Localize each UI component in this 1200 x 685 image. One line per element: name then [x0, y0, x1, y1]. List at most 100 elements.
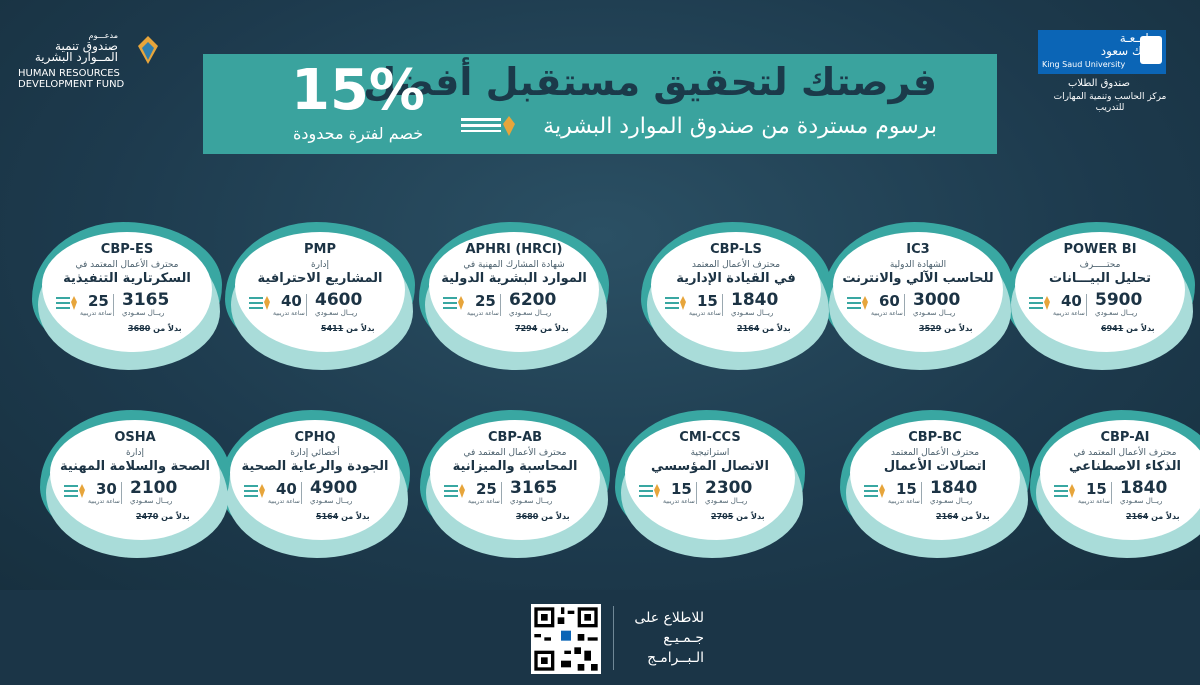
original-price: بدلاً من 3680: [128, 324, 182, 333]
card-body: [230, 420, 400, 540]
course-card[interactable]: CBP-AI محترف الأعمال المعتمد في الذكاء الا…: [1030, 410, 1200, 558]
card-divider: [306, 294, 307, 316]
course-hours-unit: ساعة تدريبية: [468, 498, 500, 505]
course-desc-small: محترف الأعمال المعتمد: [890, 448, 980, 458]
qr-code-icon[interactable]: [531, 604, 601, 674]
original-price: بدلاً من 2705: [711, 512, 765, 521]
card-body: [430, 420, 600, 540]
hrdf-ar-line2: المــوارد البشرية: [34, 50, 118, 64]
original-price-label: بدلاً من: [762, 324, 791, 333]
course-currency: ريــال سعـودي: [913, 309, 956, 317]
course-price: 6200: [509, 290, 557, 310]
card-divider: [722, 294, 723, 316]
course-hours-unit: ساعة تدريبية: [273, 310, 305, 317]
course-hours-unit: ساعة تدريبية: [88, 498, 120, 505]
course-price: 4900: [310, 478, 358, 498]
course-desc-title: الموارد البشرية الدولية: [441, 271, 587, 286]
ksu-emblem-icon: [1140, 36, 1162, 64]
hrdf-supported: مدعـــوم: [88, 31, 118, 40]
course-desc-title: الذكاء الاصطناعي: [1068, 459, 1182, 474]
hrdf-ar-line1: صندوق تنمية: [55, 39, 118, 53]
hrdf-logo: مدعـــوم صندوق تنمية المــوارد البشرية H…: [18, 30, 158, 90]
course-hours: 15: [896, 480, 917, 498]
course-code: CBP-AB: [487, 430, 543, 445]
course-currency: ريــال سعـودي: [509, 309, 552, 317]
course-card[interactable]: PMP إدارة المشاريع الاحترافية 4600 ريــال سع…: [225, 222, 415, 370]
original-price-label: بدلاً من: [944, 324, 973, 333]
course-card[interactable]: IC3 الشهادة الدولية للحاسب الآلي والانترنت…: [823, 222, 1013, 370]
card-body: [833, 232, 1003, 352]
hrdf-mini-logo-icon: [444, 484, 465, 498]
course-hours: 40: [281, 292, 302, 310]
original-price: بدلاً من 7294: [515, 324, 569, 333]
original-price-value: 2164: [737, 324, 760, 333]
original-price-value: 2470: [136, 512, 159, 521]
hrdf-mini-logo-icon: [443, 296, 464, 310]
hrdf-mini-logo-icon: [249, 296, 270, 310]
hrdf-mini-logo-icon: [1029, 296, 1050, 310]
course-desc-small: استراتيجية: [690, 448, 730, 458]
footer-line2: جـمـيـع: [663, 630, 704, 646]
course-hours: 25: [476, 480, 497, 498]
original-price: بدلاً من 6941: [1101, 324, 1155, 333]
hrdf-mini-logo-icon: [64, 484, 85, 498]
course-card[interactable]: CBP-LS محترف الأعمال المعتمد في القيادة ال…: [641, 222, 831, 370]
banner-subtitle: برسوم مستردة من صندوق الموارد البشرية: [543, 114, 937, 139]
hrdf-emblem-icon: [138, 36, 158, 64]
ksu-english-name: King Saud University: [1042, 60, 1126, 69]
course-card[interactable]: OSHA إدارة الصحة والسلامة المهنية 2100 ريــا…: [40, 410, 230, 558]
promo-banner: فرصتك لتحقيق مستقبل أفضل برسوم مستردة من…: [203, 54, 997, 154]
original-price-label: بدلاً من: [540, 324, 569, 333]
hrdf-mini-logo-icon: [864, 484, 885, 498]
course-desc-title: الصحة والسلامة المهنية: [59, 459, 211, 474]
card-divider: [696, 482, 697, 504]
original-price-value: 5164: [316, 512, 339, 521]
course-desc-title: في القيادة الإدارية: [676, 271, 796, 286]
card-body: [235, 232, 405, 352]
course-hours: 15: [671, 480, 692, 498]
course-price: 3165: [510, 478, 558, 498]
course-card[interactable]: POWER BI محتـــــرف تحليل البيـــانات 5900 ر…: [1005, 222, 1195, 370]
card-body: [50, 420, 220, 540]
course-desc-small: شهادة المشارك المهنية في: [463, 260, 565, 270]
course-hours-unit: ساعة تدريبية: [888, 498, 920, 505]
ksu-logo-box: جـامـعـة الملك سعود King Saud University: [1038, 30, 1166, 74]
course-code: CMI-CCS: [679, 430, 741, 445]
course-currency: ريــال سعـودي: [930, 497, 973, 505]
course-code: APHRI (HRCI): [465, 242, 563, 257]
course-hours: 30: [96, 480, 117, 498]
course-currency: ريــال سعـودي: [510, 497, 553, 505]
course-price: 1840: [731, 290, 779, 310]
card-divider: [301, 482, 302, 504]
course-card[interactable]: CBP-AB محترف الأعمال المعتمد في المحاسبة و…: [420, 410, 610, 558]
discount-percent: 15%: [291, 58, 426, 123]
hrdf-mini-logo-icon: [665, 296, 686, 310]
course-hours-unit: ساعة تدريبية: [1078, 498, 1110, 505]
course-hours-unit: ساعة تدريبية: [268, 498, 300, 505]
hrdf-mini-logo-icon: [639, 484, 660, 498]
hrdf-arabic-name: مدعـــوم صندوق تنمية المــوارد البشرية: [35, 30, 118, 63]
course-code: CPHQ: [294, 430, 336, 445]
course-card[interactable]: CPHQ أخصائي إدارة الجودة والرعاية الصحية 49…: [220, 410, 410, 558]
course-hours-unit: ساعة تدريبية: [871, 310, 903, 317]
original-price-label: بدلاً من: [341, 512, 370, 521]
course-currency: ريــال سعـودي: [310, 497, 353, 505]
course-desc-small: إدارة: [310, 260, 330, 270]
original-price-label: بدلاً من: [961, 512, 990, 521]
course-card[interactable]: APHRI (HRCI) شهادة المشارك المهنية في المو…: [419, 222, 609, 370]
course-price: 1840: [1120, 478, 1168, 498]
course-card[interactable]: CBP-ES محترف الأعمال المعتمد في السكرتارية…: [32, 222, 222, 370]
card-divider: [921, 482, 922, 504]
course-card[interactable]: CBP-BC محترف الأعمال المعتمد اتصالات الأعم…: [840, 410, 1030, 558]
course-desc-title: اتصالات الأعمال: [883, 459, 987, 474]
original-price-label: بدلاً من: [1126, 324, 1155, 333]
hrdf-english-name: HUMAN RESOURCES DEVELOPMENT FUND: [18, 68, 124, 90]
original-price-label: بدلاً من: [346, 324, 375, 333]
course-currency: ريــال سعـودي: [122, 309, 165, 317]
original-price-label: بدلاً من: [1151, 512, 1180, 521]
course-price: 5900: [1095, 290, 1143, 310]
course-hours-unit: ساعة تدريبية: [1053, 310, 1085, 317]
course-desc-small: الشهادة الدولية: [889, 260, 947, 270]
banner-title: فرصتك لتحقيق مستقبل أفضل: [363, 60, 937, 104]
course-card[interactable]: CMI-CCS استراتيجية الاتصال المؤسسي 2300 ريــ…: [615, 410, 805, 558]
